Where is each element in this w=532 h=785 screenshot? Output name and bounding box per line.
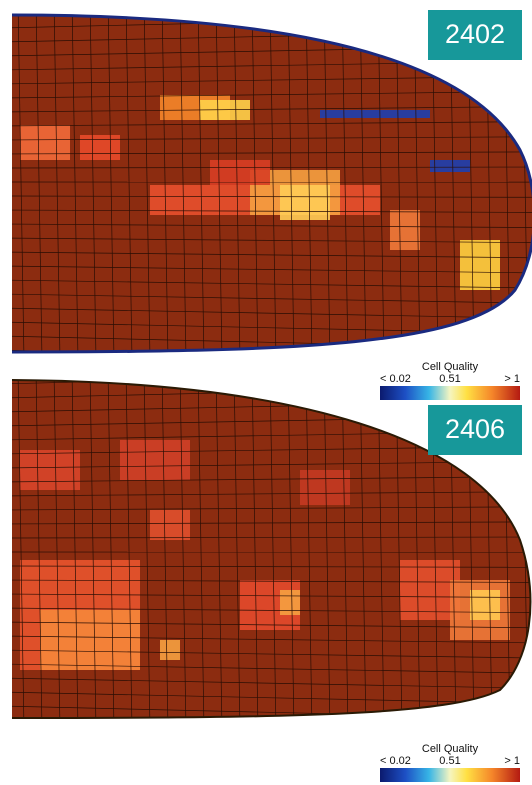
legend-tick: 0.51 — [439, 373, 460, 385]
legend-tick: < 0.02 — [380, 755, 411, 767]
mesh-patch — [430, 160, 470, 172]
panel-label: 2406 — [445, 414, 505, 444]
mesh-patch — [460, 240, 500, 290]
legend-tick: > 1 — [504, 373, 520, 385]
mesh-patch — [20, 125, 70, 160]
mesh-patch — [150, 510, 190, 540]
legend-tick: < 0.02 — [380, 373, 411, 385]
mesh-patch — [160, 640, 180, 660]
legend-title: Cell Quality — [422, 361, 479, 373]
mesh-line — [0, 720, 532, 734]
legend-title: Cell Quality — [422, 743, 479, 755]
mesh-line — [0, 370, 6, 730]
legend-tick: > 1 — [504, 755, 520, 767]
page: 2402 2406 Cell Quality < 0.02 0.51 > 1 C… — [0, 0, 532, 785]
mesh-patch — [470, 590, 500, 620]
legend-tick: 0.51 — [439, 755, 460, 767]
panel-label: 2402 — [445, 19, 505, 49]
colorbar — [380, 768, 520, 782]
mesh-patch — [320, 110, 430, 118]
mesh-patch — [280, 590, 300, 615]
mesh-patch — [280, 185, 330, 220]
mesh-patch — [390, 210, 420, 250]
mesh-patch — [20, 450, 80, 490]
mesh-patch — [40, 610, 140, 670]
mesh-patch — [80, 135, 120, 160]
figure: 2402 2406 Cell Quality < 0.02 0.51 > 1 C… — [0, 0, 532, 785]
colorbar — [380, 386, 520, 400]
mesh-patch — [120, 440, 190, 480]
mesh-line — [0, 0, 6, 360]
